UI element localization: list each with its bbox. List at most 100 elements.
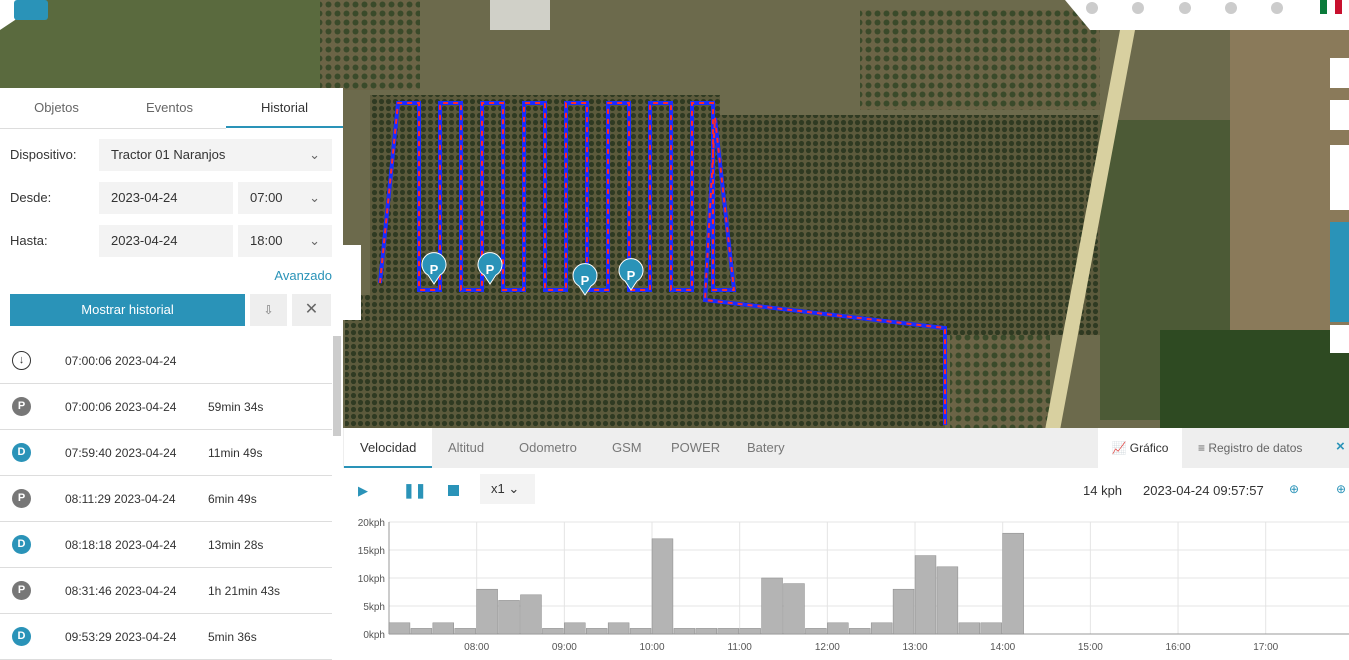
event-row[interactable]: P 07:00:06 2023-04-24 59min 34s [0, 384, 332, 430]
marker-pin[interactable] [477, 252, 503, 285]
marker-label: P [581, 273, 590, 288]
chart-tab[interactable]: Batery [747, 440, 785, 455]
x-tick-label: 09:00 [552, 642, 577, 653]
bar [673, 628, 696, 635]
chart-tab-active[interactable]: Velocidad [344, 428, 433, 468]
logo[interactable] [14, 0, 48, 20]
time-select[interactable]: 18:00 ⌄ [238, 225, 332, 257]
track-direction [379, 102, 946, 425]
chart-tab[interactable]: GSM [612, 440, 642, 455]
event-row[interactable]: ↓ 07:00:06 2023-04-24 [0, 338, 332, 384]
clear-button[interactable]: ✕ [292, 294, 331, 326]
divider [0, 128, 226, 129]
orchard [950, 335, 1050, 430]
stop-button[interactable] [448, 485, 459, 496]
orchard [345, 295, 945, 430]
pause-button[interactable]: ❚❚ [403, 482, 427, 498]
bar [980, 622, 1002, 635]
event-time: 07:00:06 2023-04-24 [65, 354, 177, 368]
event-duration: 13min 28s [208, 538, 264, 552]
bar [739, 628, 761, 635]
bar [892, 588, 915, 635]
bar [498, 600, 520, 635]
marker-pin[interactable] [618, 258, 644, 291]
flag [1335, 0, 1342, 14]
map-controls[interactable] [1330, 58, 1349, 353]
event-duration: 6min 49s [208, 492, 257, 506]
event-duration: 11min 49s [208, 446, 263, 460]
chart-tab[interactable]: POWER [671, 440, 721, 455]
bar [564, 622, 586, 635]
y-tick-label: 15kph [358, 546, 385, 557]
bar [1002, 532, 1024, 635]
value: Tractor 01 Naranjos [111, 147, 226, 162]
marker-label: P [430, 262, 439, 277]
tab[interactable]: Eventos [146, 100, 193, 115]
field [1230, 30, 1349, 330]
marker-pin[interactable] [572, 263, 598, 296]
zoom-out[interactable]: ⊕ [1336, 482, 1347, 496]
show-history-button[interactable]: Mostrar historial [10, 294, 245, 326]
time-select[interactable]: 07:00 ⌄ [238, 182, 332, 214]
field [490, 0, 550, 30]
speed-factor[interactable]: x1 ⌄ [480, 474, 535, 504]
event-badge: P [12, 581, 31, 600]
chart-tab[interactable]: Odometro [519, 440, 577, 455]
export-button[interactable]: ⇩ [250, 294, 287, 326]
scrollbar[interactable] [333, 336, 341, 436]
marker-pin[interactable] [421, 252, 447, 285]
date-input[interactable]: 2023-04-24 [99, 182, 233, 214]
field [0, 0, 370, 90]
collapse-button[interactable] [343, 245, 361, 320]
play-button[interactable]: ▶ [358, 483, 368, 498]
event-row[interactable]: D 08:18:18 2023-04-24 13min 28s [0, 522, 332, 568]
event-badge: P [12, 489, 31, 508]
x-tick-label: 15:00 [1078, 642, 1103, 653]
bar [542, 628, 564, 635]
chart-tab[interactable]: Altitud [448, 440, 485, 455]
marker-label: P [627, 268, 636, 283]
close-button[interactable]: × [1336, 438, 1345, 455]
tab-active[interactable]: Historial [226, 88, 343, 128]
bar [761, 577, 783, 635]
bar [914, 555, 937, 635]
event-badge: P [12, 397, 31, 416]
event-badge: ↓ [12, 351, 31, 370]
toolbar [1065, 0, 1349, 30]
label: Desde: [10, 190, 52, 205]
event-time: 07:59:40 2023-04-24 [65, 446, 177, 460]
bar [870, 622, 893, 635]
event-badge: D [12, 443, 31, 462]
speed-chart: 0kph 5kph 10kph 15kph 20kph 08:00 09:00 10:00 11… [358, 518, 1349, 653]
event-row[interactable]: P 08:11:29 2023-04-24 6min 49s [0, 476, 332, 522]
current-time: 2023-04-24 09:57:57 [1143, 483, 1264, 498]
toolbar-icons[interactable] [1086, 2, 1283, 14]
advanced-link[interactable]: Avanzado [274, 268, 332, 283]
x-tick-label: 16:00 [1166, 642, 1191, 653]
bar [783, 583, 805, 635]
log-view-button[interactable]: ≡ Registro de datos [1198, 441, 1303, 455]
value: 18:00 [250, 233, 283, 248]
y-tick-label: 0kph [363, 630, 385, 641]
zoom-in[interactable]: ⊕ [1289, 482, 1300, 496]
event-time: 08:18:18 2023-04-24 [65, 538, 177, 552]
bar [717, 628, 739, 635]
event-row[interactable]: D 09:53:29 2023-04-24 5min 36s [0, 614, 332, 660]
event-row[interactable]: P 08:31:46 2023-04-24 1h 21min 43s [0, 568, 332, 614]
device-select[interactable]: Tractor 01 Naranjos ⌄ [99, 139, 332, 171]
current-speed: 14 kph [1083, 483, 1123, 498]
chart-view-button[interactable]: 📈 Gráfico [1098, 428, 1182, 468]
bar [805, 628, 827, 635]
label: Dispositivo: [10, 147, 77, 162]
marker-label: P [486, 262, 495, 277]
bar [827, 622, 849, 635]
event-row[interactable]: D 07:59:40 2023-04-24 11min 49s [0, 430, 332, 476]
map[interactable]: P P P P [0, 0, 1349, 430]
tab[interactable]: Objetos [34, 100, 79, 115]
x-tick-label: 13:00 [903, 642, 928, 653]
date-input[interactable]: 2023-04-24 [99, 225, 233, 257]
label: Gráfico [1129, 441, 1169, 455]
bar [651, 538, 674, 635]
x-tick-label: 12:00 [815, 642, 840, 653]
